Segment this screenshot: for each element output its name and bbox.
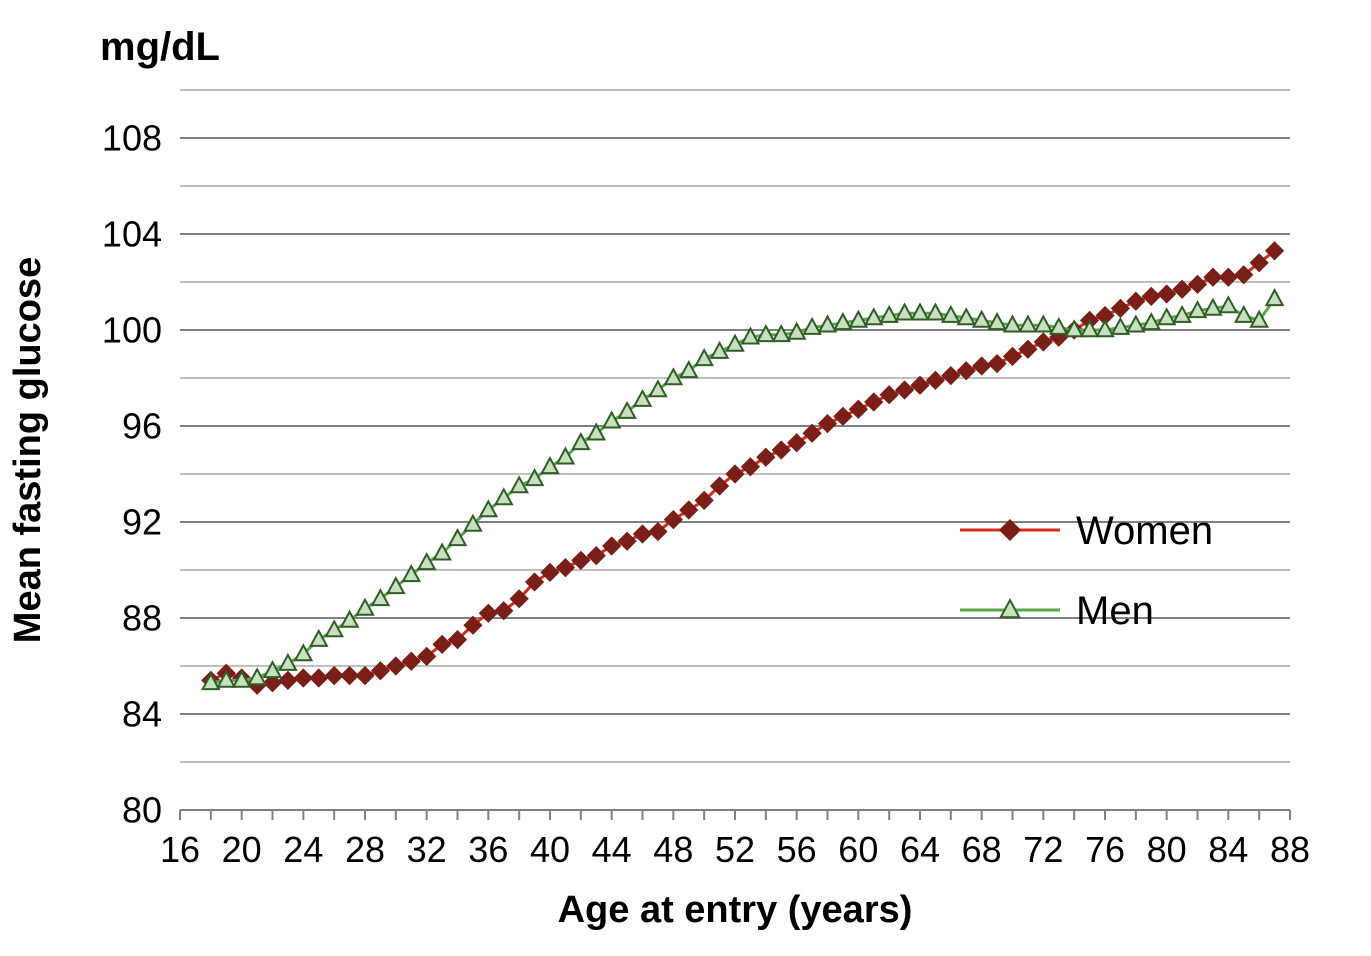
x-tick-label: 56: [777, 829, 817, 870]
x-tick-label: 20: [222, 829, 262, 870]
x-tick-label: 32: [407, 829, 447, 870]
y-tick-label: 96: [122, 406, 162, 447]
legend-label-men: Men: [1076, 589, 1154, 633]
x-tick-label: 72: [1023, 829, 1063, 870]
x-tick-label: 60: [838, 829, 878, 870]
x-axis-label: Age at entry (years): [558, 889, 913, 931]
y-tick-label: 108: [102, 118, 162, 159]
y-tick-label: 104: [102, 214, 162, 255]
y-axis-label: Mean fasting glucose: [7, 257, 49, 643]
y-tick-label: 84: [122, 694, 162, 735]
y-tick-label: 88: [122, 598, 162, 639]
x-tick-label: 44: [592, 829, 632, 870]
x-tick-label: 68: [962, 829, 1002, 870]
x-tick-label: 40: [530, 829, 570, 870]
x-tick-label: 36: [468, 829, 508, 870]
x-tick-label: 48: [653, 829, 693, 870]
x-tick-label: 76: [1085, 829, 1125, 870]
y-unit-label: mg/dL: [100, 25, 220, 69]
x-tick-label: 80: [1147, 829, 1187, 870]
x-tick-label: 64: [900, 829, 940, 870]
x-tick-label: 84: [1208, 829, 1248, 870]
x-tick-label: 24: [283, 829, 323, 870]
x-tick-label: 52: [715, 829, 755, 870]
glucose-chart: 16 20 24 28 32 36 40 44 48 52 56 60 64 68 72 76 80 84 88 80…: [0, 0, 1371, 956]
x-tick-label: 88: [1270, 829, 1310, 870]
x-tick-label: 28: [345, 829, 385, 870]
y-tick-label: 80: [122, 790, 162, 831]
y-tick-label: 92: [122, 502, 162, 543]
y-tick-label: 100: [102, 310, 162, 351]
legend-label-women: Women: [1076, 509, 1213, 553]
chart-svg: 16 20 24 28 32 36 40 44 48 52 56 60 64 68 72 76 80 84 88 80…: [0, 0, 1371, 956]
x-tick-label: 16: [160, 829, 200, 870]
